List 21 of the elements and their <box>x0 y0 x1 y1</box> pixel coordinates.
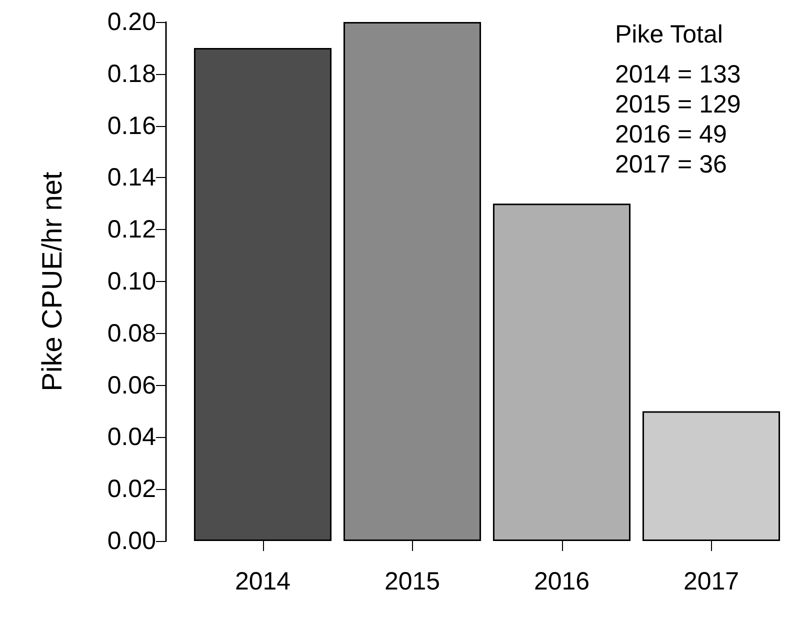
x-tick-label: 2016 <box>534 568 590 596</box>
y-tick-label: 0.06 <box>107 371 156 400</box>
y-tick-label: 0.12 <box>107 216 156 244</box>
y-tick-label: 0.02 <box>107 475 156 504</box>
annotation: 2014 = 133 <box>615 60 741 88</box>
annotation: 2017 = 36 <box>615 150 727 178</box>
y-tick-label: 0.20 <box>107 8 156 36</box>
y-axis-title: Pike CPUE/hr net <box>36 172 68 392</box>
x-tick-label: 2017 <box>683 568 740 596</box>
annotation: 2015 = 129 <box>615 90 741 118</box>
x-tick-label: 2014 <box>234 568 291 596</box>
annotation: Pike Total <box>615 20 723 48</box>
y-tick-label: 0.00 <box>107 527 156 555</box>
y-tick-label: 0.16 <box>107 112 156 140</box>
x-tick-label: 2015 <box>384 568 440 596</box>
y-tick-label: 0.10 <box>107 268 156 296</box>
y-tick-label: 0.08 <box>107 319 156 348</box>
y-tick-label: 0.18 <box>107 60 156 88</box>
annotation: 2016 = 49 <box>615 120 727 148</box>
y-tick-label: 0.14 <box>107 164 156 192</box>
y-tick-label: 0.04 <box>107 423 156 452</box>
